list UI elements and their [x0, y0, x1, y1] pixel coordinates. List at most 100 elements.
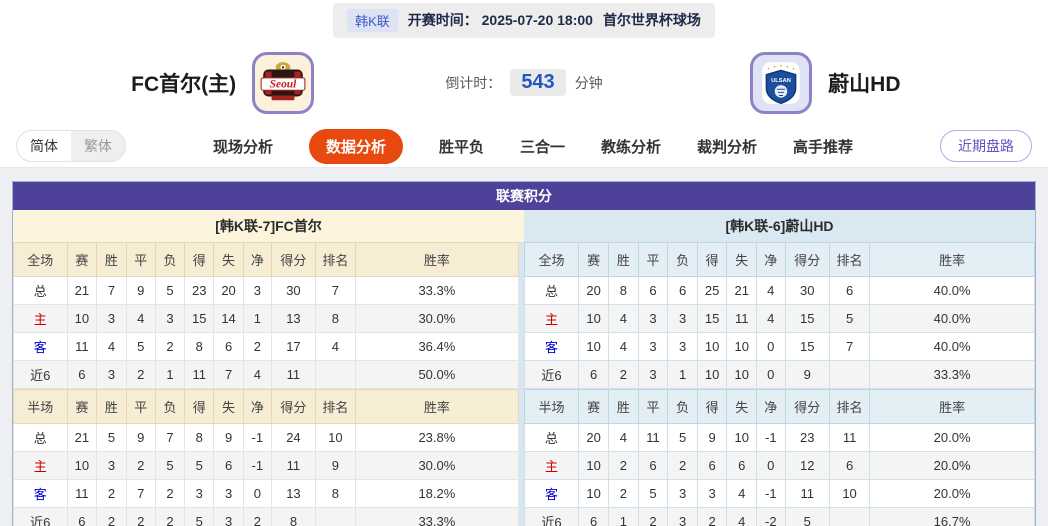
- stat-cell: 25: [696, 276, 728, 305]
- tab-referee-analysis[interactable]: 裁判分析: [697, 138, 758, 156]
- content-area: 联赛积分 [韩K联-7]FC首尔 [韩K联-6]蔚山HD 全场赛胜平负得失净得分…: [0, 168, 1048, 526]
- half-time-tables: 半场赛胜平负得失净得分 排名 胜率总 21 5 9 7 8 9 -1 24 10 23.8% 主 10 3 2 5…: [13, 389, 1035, 526]
- stat-cell: 4: [608, 423, 639, 452]
- table-row: 客 10 4 3 3 10 10 0 15 7 40.0%: [523, 332, 1035, 361]
- stat-cell: 10: [578, 332, 610, 361]
- league-points-card: 联赛积分 [韩K联-7]FC首尔 [韩K联-6]蔚山HD 全场赛胜平负得失净得分…: [12, 181, 1036, 526]
- stat-cell: 21: [66, 423, 98, 452]
- stat-cell: 10: [314, 423, 356, 452]
- nav-tabs: 现场分析 数据分析 胜平负 三合一 教练分析 裁判分析 高手推荐: [126, 128, 940, 164]
- tab-three-in-one[interactable]: 三合一: [519, 138, 565, 156]
- column-header: 胜: [96, 242, 127, 277]
- column-header: 得分: [784, 242, 830, 277]
- away-full-table: 全场赛胜平负得失净得分 排名 胜率总 20 8 6 6 25 21 4 30 6 40.0% 主 10 4 3 3…: [523, 242, 1035, 389]
- stat-cell: 0: [756, 360, 786, 389]
- stat-cell: 2: [242, 332, 272, 361]
- home-table-header: [韩K联-7]FC首尔: [13, 210, 524, 242]
- row-label: 主: [523, 304, 580, 333]
- home-team: FC首尔(主) Seoul: [0, 51, 445, 114]
- top-strip: 韩K联 开赛时间： 2025-07-20 18:00 首尔世界杯球场: [0, 0, 1048, 40]
- stat-cell: 13: [270, 304, 316, 333]
- stat-cell: 2: [125, 360, 156, 389]
- lang-simplified[interactable]: 简体: [17, 131, 71, 161]
- stat-cell: 23: [784, 423, 830, 452]
- row-label: 总: [523, 276, 580, 305]
- stat-cell: 2: [125, 451, 156, 480]
- away-team-logo: ULSAN: [750, 51, 813, 114]
- stat-cell: 15: [184, 304, 215, 333]
- tab-expert-picks[interactable]: 高手推荐: [793, 138, 854, 156]
- column-header: 胜率: [354, 242, 520, 277]
- column-header: 半场: [13, 389, 68, 424]
- stat-cell: -1: [242, 423, 272, 452]
- stat-cell: 10: [726, 332, 758, 361]
- stat-cell: 2: [154, 479, 186, 508]
- seoul-crest-icon: Seoul: [260, 61, 306, 100]
- stat-cell: 2: [242, 507, 272, 526]
- stat-cell: 20: [578, 276, 610, 305]
- recent-odds-button[interactable]: 近期盘路: [940, 130, 1032, 162]
- stat-cell: 30.0%: [354, 304, 520, 333]
- stat-cell: 5: [828, 304, 871, 333]
- table-row: 客 11 4 5 2 8 6 2 17 4 36.4%: [13, 332, 520, 361]
- team-header: FC首尔(主) Seoul 倒计时： 543 分钟: [0, 40, 1048, 125]
- stat-cell: 13: [270, 479, 316, 508]
- stat-cell: 3: [637, 332, 669, 361]
- stat-cell: 6: [667, 276, 698, 305]
- stat-cell: 3: [667, 332, 698, 361]
- stat-cell: 30.0%: [354, 451, 520, 480]
- stat-cell: 23: [184, 276, 215, 305]
- home-team-logo: Seoul: [252, 51, 315, 114]
- stat-cell: 2: [608, 451, 639, 480]
- stat-cell: [314, 360, 356, 389]
- stat-cell: 11: [637, 423, 669, 452]
- language-toggle: 简体 繁体: [16, 130, 126, 162]
- column-header: 胜: [608, 242, 639, 277]
- table-row: 主 10 2 6 2 6 6 0 12 6 20.0%: [523, 451, 1035, 480]
- column-header: 净: [242, 389, 272, 424]
- full-time-tables: 全场赛胜平负得失净得分 排名 胜率总 21 7 9 5 23 20 3 30 7 33.3% 主 10 3 4 3…: [13, 242, 1035, 389]
- stat-cell: 4: [608, 332, 639, 361]
- row-label: 客: [523, 479, 580, 508]
- stat-cell: 17: [270, 332, 316, 361]
- tab-live-analysis[interactable]: 现场分析: [212, 138, 273, 156]
- stat-cell: 7: [314, 276, 356, 305]
- home-half-table: 半场赛胜平负得失净得分 排名 胜率总 21 5 9 7 8 9 -1 24 10 23.8% 主 10 3 2 5…: [13, 389, 520, 526]
- column-header: 半场: [523, 389, 580, 424]
- nav-bar: 简体 繁体 现场分析 数据分析 胜平负 三合一 教练分析 裁判分析 高手推荐 近期盘路: [0, 125, 1048, 168]
- countdown-value: 543: [510, 69, 566, 96]
- row-label: 总: [13, 276, 68, 305]
- team-subheaders: [韩K联-7]FC首尔 [韩K联-6]蔚山HD: [13, 210, 1035, 242]
- stat-cell: 10: [578, 304, 610, 333]
- stat-cell: 6: [828, 451, 871, 480]
- stat-cell: 5: [125, 332, 156, 361]
- stat-cell: 6: [696, 451, 728, 480]
- row-label: 近6: [523, 360, 580, 389]
- column-header: 负: [667, 389, 698, 424]
- svg-text:ULSAN: ULSAN: [771, 77, 791, 83]
- lang-traditional[interactable]: 繁体: [84, 138, 112, 154]
- tab-data-analysis[interactable]: 数据分析: [308, 128, 403, 164]
- stat-cell: 7: [96, 276, 127, 305]
- column-header: 排名: [314, 389, 356, 424]
- stat-cell: 5: [154, 276, 186, 305]
- stat-cell: 21: [66, 276, 98, 305]
- column-header: 赛: [66, 242, 98, 277]
- tab-coach-analysis[interactable]: 教练分析: [601, 138, 662, 156]
- stat-cell: 7: [828, 332, 871, 361]
- stat-cell: 10: [696, 360, 728, 389]
- stat-cell: 4: [96, 332, 127, 361]
- stat-cell: 20.0%: [869, 451, 1035, 480]
- stat-cell: 15: [784, 332, 830, 361]
- stat-cell: 11: [66, 479, 98, 508]
- stat-cell: 3: [667, 304, 698, 333]
- table-title: 联赛积分: [13, 182, 1035, 210]
- stat-cell: 6: [578, 360, 610, 389]
- column-header: 得分: [270, 389, 316, 424]
- stat-cell: 6: [213, 332, 244, 361]
- stat-cell: 11: [270, 451, 316, 480]
- tab-win-draw-loss[interactable]: 胜平负: [438, 138, 484, 156]
- kickoff-time: 开赛时间： 2025-07-20 18:00: [407, 12, 593, 28]
- column-header: 胜率: [869, 389, 1035, 424]
- stat-cell: 10: [66, 451, 98, 480]
